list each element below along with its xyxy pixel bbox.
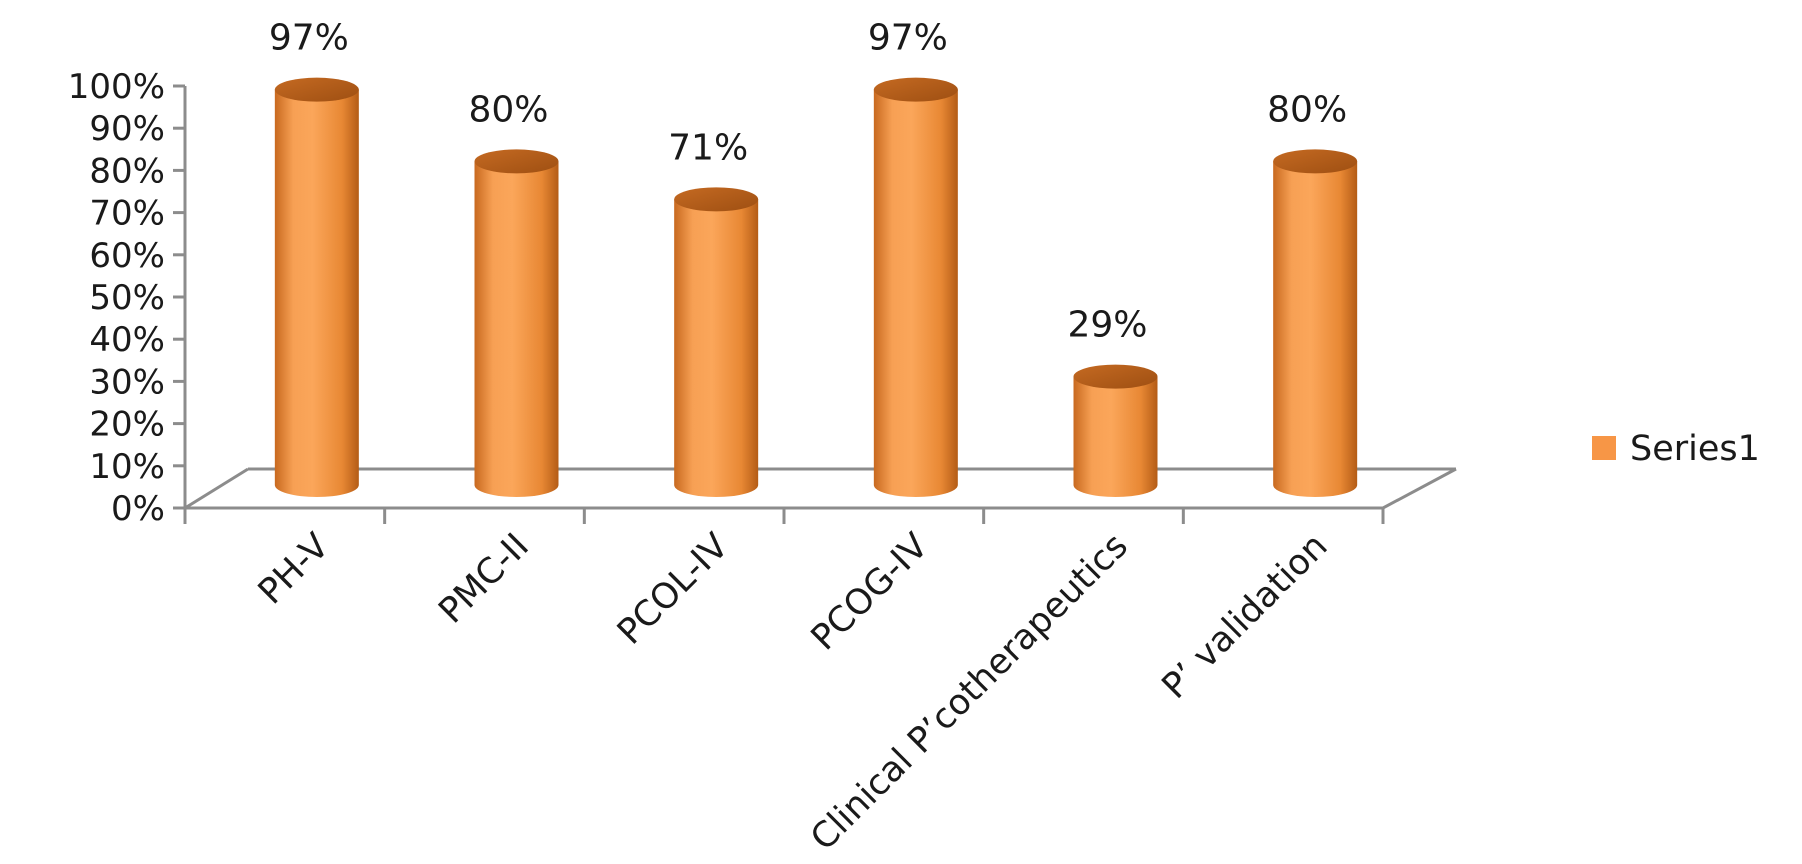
bar-top (1073, 364, 1158, 389)
y-tick-label: 90% (89, 109, 165, 149)
y-tick-label: 30% (89, 362, 165, 402)
y-tick-label: 60% (89, 236, 165, 276)
plot-area: 97% 80% 71% 97% 29% 80% (269, 18, 1358, 497)
y-tick-label: 100% (68, 67, 165, 107)
bar-body (1073, 376, 1158, 497)
bar-body (274, 89, 359, 497)
floor-right-edge (1382, 467, 1457, 510)
x-tick-label: PMC-II (431, 526, 536, 631)
bar-body (474, 161, 559, 497)
y-tick-label: 80% (89, 151, 165, 191)
y-tick-label: 0% (111, 489, 165, 529)
bar-top (274, 77, 359, 102)
x-tick-label: P’ validation (1155, 526, 1336, 707)
bar-top (873, 77, 958, 102)
legend: Series1 (1592, 429, 1760, 469)
bar (873, 77, 958, 497)
x-tick-label: PCOL-IV (610, 526, 737, 653)
y-tick-label: 10% (89, 447, 165, 487)
bar-body (873, 89, 958, 497)
y-tick-label: 40% (89, 320, 165, 360)
bar-body (674, 199, 759, 497)
data-label: 80% (468, 89, 548, 130)
data-label: 29% (1067, 305, 1147, 346)
bar-top (474, 149, 559, 174)
x-tick-label: PCOG-IV (804, 526, 936, 658)
legend-label: Series1 (1630, 429, 1760, 469)
y-tick-label: 50% (89, 278, 165, 318)
data-label: 71% (668, 127, 748, 168)
data-label: 80% (1267, 89, 1347, 130)
bar (1273, 149, 1358, 497)
y-tick-label: 20% (89, 405, 165, 445)
bar (274, 77, 359, 497)
y-tick-label: 70% (89, 194, 165, 234)
floor-left-edge (184, 467, 249, 510)
bar-top (674, 187, 759, 212)
x-tick-label: PH-V (251, 526, 337, 612)
bar (1073, 364, 1158, 497)
data-label: 97% (269, 18, 349, 59)
bar (474, 149, 559, 497)
bar-top (1273, 149, 1358, 174)
data-label: 97% (868, 18, 948, 59)
x-tick-label: Clinical P’cotherapeutics (803, 526, 1136, 859)
bar-body (1273, 161, 1358, 497)
bar (674, 187, 759, 497)
legend-swatch (1592, 436, 1616, 460)
